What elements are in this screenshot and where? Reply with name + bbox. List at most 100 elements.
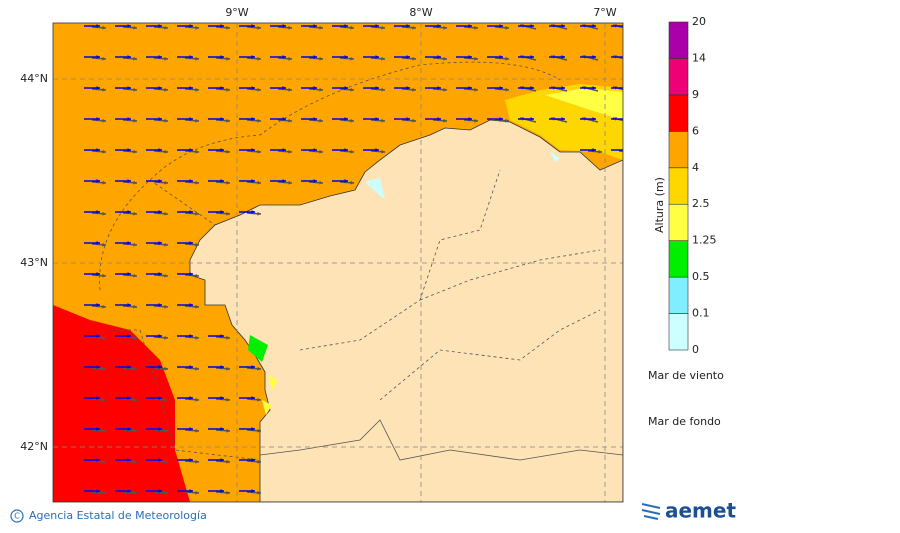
wind-sea-arrow-head (127, 272, 131, 276)
swell-arrow-head (195, 490, 199, 495)
swell-arrow-head (133, 180, 137, 185)
wind-sea-arrow-head (561, 86, 565, 90)
wind-sea-arrow-head (344, 24, 348, 28)
wind-sea-arrow-head (499, 117, 503, 121)
wind-sea-arrow-head (127, 241, 131, 245)
zone-boundary (110, 179, 261, 461)
wind-sea-arrow-head (561, 24, 565, 28)
wind-sea-arrow-head (96, 458, 100, 462)
lon-label: 8°W (409, 6, 432, 19)
swell-arrow-head (133, 366, 137, 371)
wind-sea-arrow-head (189, 303, 193, 307)
swell-arrow-head (412, 87, 416, 92)
wind-sea-arrow-head (220, 365, 224, 369)
swell-arrow-head (319, 180, 323, 185)
wind-sea-arrow-head (220, 427, 224, 431)
wind-sea-arrow-head (592, 55, 596, 59)
swell-arrow-head (412, 56, 416, 61)
swell-arrow-head (102, 397, 106, 402)
swell-arrow-head (412, 118, 416, 123)
swell-arrow-head (474, 118, 478, 123)
wind-sea-arrow-head (344, 86, 348, 90)
swell-arrow-head (629, 150, 633, 154)
wind-sea-arrow-head (158, 303, 162, 307)
swell-arrow-head (350, 118, 354, 123)
swell-arrow-head (164, 118, 168, 123)
swell-arrow-head (195, 149, 199, 154)
swell-arrow-head (474, 56, 478, 61)
wind-sea-arrow-head (127, 210, 131, 214)
swell-arrow-head (226, 87, 230, 92)
wind-sea-arrow-head (127, 427, 131, 431)
lat-label: 44°N (20, 72, 48, 85)
wind-sea-arrow-head (158, 241, 162, 245)
colorbar-label: 0.5 (692, 270, 710, 283)
swell-arrow-head (288, 149, 292, 154)
swell-arrow-head (381, 87, 385, 92)
swell-arrow-head (412, 25, 416, 30)
swell-arrow-head (257, 397, 261, 402)
swell-arrow-head (195, 304, 199, 309)
swell-arrow-head (133, 118, 137, 123)
wind-sea-arrow-head (189, 117, 193, 121)
wind-sea-arrow-head (158, 210, 162, 214)
wind-sea-arrow-head (251, 489, 255, 493)
wind-sea-arrow-head (96, 365, 100, 369)
colorbar-segment (668, 167, 689, 205)
swell-arrow-head (257, 459, 261, 464)
wind-sea-arrow-head (96, 427, 100, 431)
wind-sea-arrow-head (158, 55, 162, 59)
wind-sea-arrow-head (282, 55, 286, 59)
wind-sea-arrow-head (189, 272, 193, 276)
wind-sea-arrow-head (406, 55, 410, 59)
wind-sea-arrow-head (220, 179, 224, 183)
swell-arrow-head (102, 428, 106, 433)
swell-arrow-head (164, 25, 168, 30)
swell-arrow-head (195, 273, 199, 278)
wind-sea-arrow-head (251, 86, 255, 90)
swell-arrow-head (350, 180, 354, 185)
swell-arrow-head (257, 87, 261, 92)
wind-sea-arrow-head (220, 117, 224, 121)
wind-sea-arrow-head (158, 24, 162, 28)
swell-arrow-head (381, 149, 385, 154)
swell-arrow-head (164, 56, 168, 61)
wind-sea-arrow-head (127, 24, 131, 28)
wind-sea-arrow-head (158, 117, 162, 121)
wind-sea-arrow-head (127, 55, 131, 59)
wind-sea-arrow-head (251, 148, 255, 152)
wind-sea-arrow-head (282, 24, 286, 28)
swell-arrow-head (133, 149, 137, 154)
swell-arrow-head (443, 118, 447, 123)
wind-sea-arrow-head (220, 86, 224, 90)
colorbar-label: 6 (692, 124, 699, 137)
swell-arrow-head (288, 87, 292, 92)
wind-sea-arrow-head (561, 55, 565, 59)
wind-sea-arrow-head (468, 86, 472, 90)
wind-sea-arrow-head (189, 86, 193, 90)
swell-arrow-head (598, 149, 602, 154)
wind-sea-arrow-head (127, 148, 131, 152)
logo-icon (641, 503, 661, 520)
swell-arrow-head (257, 490, 261, 495)
copyright-c: C (14, 512, 20, 521)
wind-sea-arrow-head (375, 86, 379, 90)
swell-arrow-head (505, 87, 509, 92)
swell-arrow-head (443, 56, 447, 61)
swell-arrow-head (350, 25, 354, 30)
swell-arrow-head (443, 25, 447, 30)
ria-green (248, 335, 268, 362)
low-waves (545, 88, 623, 120)
wind-sea-arrow-head (623, 86, 627, 90)
swell-arrow-head (226, 180, 230, 185)
wind-sea-arrow-head (127, 365, 131, 369)
swell-arrow-head (164, 149, 168, 154)
swell-arrow-head (257, 25, 261, 30)
wind-sea-arrow-head (375, 148, 379, 152)
wind-sea-arrow-head (220, 210, 224, 214)
wind-sea-arrow-head (127, 458, 131, 462)
swell-arrow-head (164, 304, 168, 309)
wind-sea-arrow-head (96, 489, 100, 493)
wind-sea-arrow-head (189, 55, 193, 59)
colorbar-segment (668, 313, 689, 351)
